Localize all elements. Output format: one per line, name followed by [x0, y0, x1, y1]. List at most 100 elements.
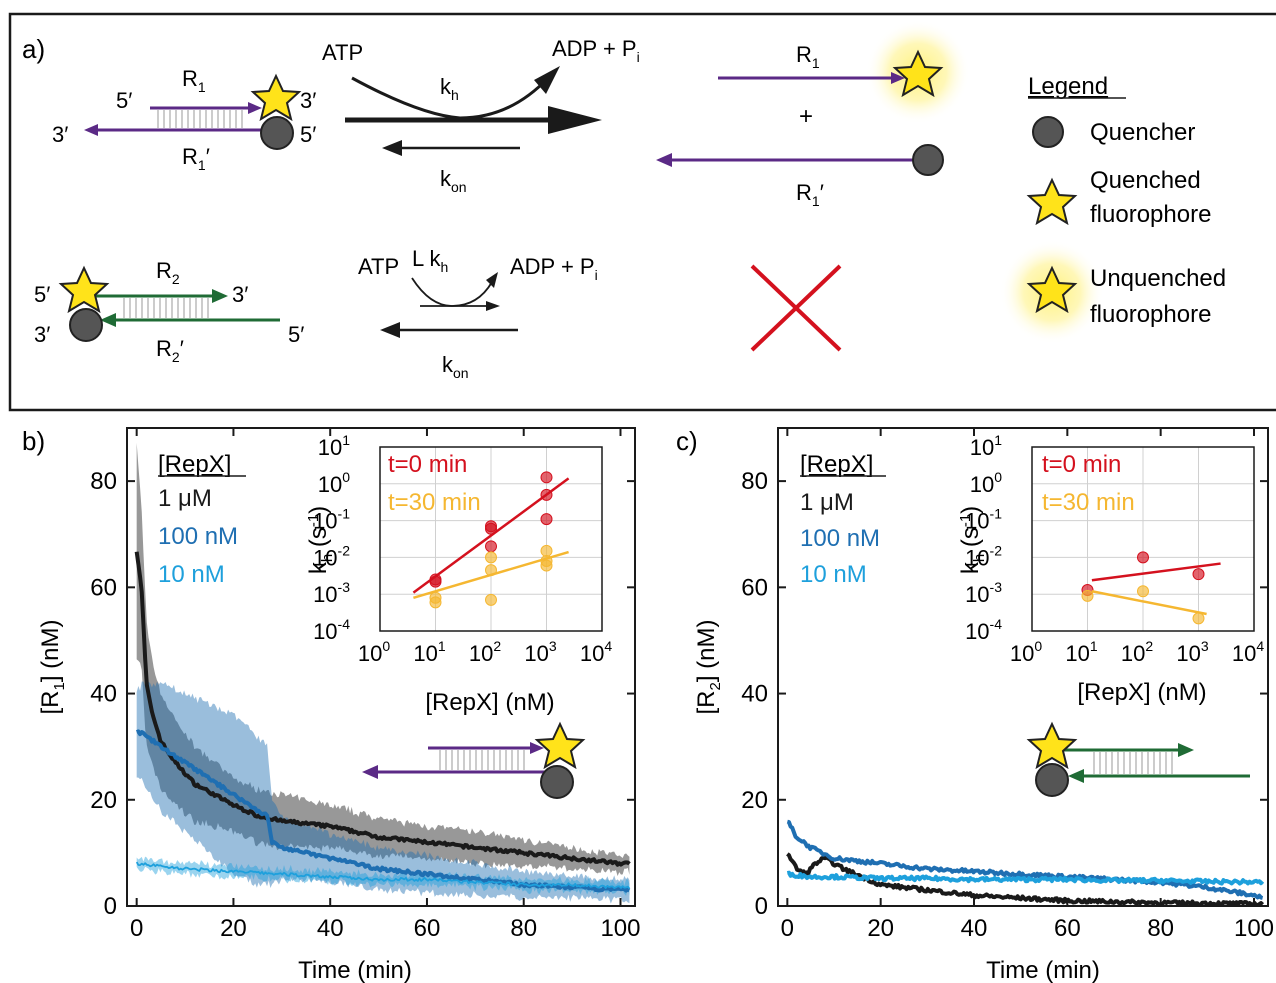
data-point — [1137, 585, 1149, 598]
legend-quencher: Quencher — [1090, 119, 1195, 146]
r1-label: R1 — [182, 66, 206, 95]
b-legend-10nm: 10 nM — [158, 561, 225, 588]
x-tick-label: 40 — [961, 915, 988, 942]
adp-label-2: ADP + Pi — [510, 254, 598, 283]
r1p-label: R1′ — [182, 144, 210, 173]
quencher-icon — [912, 144, 944, 176]
r1-3prime: 3′ — [300, 88, 316, 113]
duplex-r1 — [84, 73, 302, 150]
y-tick-label: 10-2 — [313, 542, 350, 570]
c-inset-legend-t30: t=30 min — [1042, 489, 1135, 516]
y-tick-label: 60 — [741, 574, 768, 601]
plot-c-frame — [777, 427, 1269, 907]
star-icon — [534, 721, 586, 770]
panel-b-label: b) — [22, 426, 45, 456]
series-line — [786, 870, 1265, 886]
y-tick-label: 80 — [741, 468, 768, 495]
b-legend-1um: 1 μM — [158, 485, 212, 512]
y-tick-label: 40 — [90, 681, 117, 708]
c-inset-ylabel: kh (s-1) — [957, 506, 988, 574]
inset-frame — [1031, 446, 1255, 632]
y-tick-label: 20 — [741, 787, 768, 814]
x-tick-label: 60 — [1054, 915, 1081, 942]
legend-unquenched-1: Unquenched — [1090, 265, 1226, 292]
ticks-b: 0 20 40 60 80 100 0 20 40 60 80 — [90, 428, 641, 942]
b-inset-xlabel: [RepX] (nM) — [425, 689, 554, 716]
fit-line — [1091, 562, 1221, 582]
y-tick-label: 10-4 — [313, 616, 350, 644]
star-icon — [1026, 721, 1078, 770]
c-legend-10nm: 10 nM — [800, 561, 867, 588]
b-inset-legend-t0: t=0 min — [388, 451, 467, 478]
reaction-arrows-r1 — [345, 66, 602, 156]
data-point — [540, 513, 553, 526]
x-tick-label: 40 — [317, 915, 344, 942]
quencher-icon — [260, 116, 294, 150]
b-legend-100nm: 100 nM — [158, 523, 238, 550]
x-tick-label: 0 — [781, 915, 794, 942]
x-tick-label: 103 — [1176, 638, 1208, 666]
data-point — [1137, 551, 1149, 564]
quencher-icon — [69, 308, 103, 342]
data-point — [485, 593, 497, 606]
r2p-3prime: 3′ — [34, 322, 50, 347]
legend-box: Legend Quencher Quenched fluorophore Unq… — [1000, 73, 1226, 344]
lines-b — [134, 551, 631, 893]
r1p-3prime: 3′ — [52, 122, 68, 147]
b-legend-title: [RepX] — [158, 451, 231, 478]
r1-5prime: 5′ — [116, 88, 132, 113]
panel-c-label: c) — [676, 426, 698, 456]
quencher-icon — [540, 765, 574, 799]
x-tick-label: 104 — [580, 638, 612, 666]
reaction-arrows-r2 — [380, 272, 518, 338]
adp-label: ADP + Pi — [552, 36, 640, 65]
legend-title: Legend — [1028, 73, 1108, 100]
y-tick-label: 100 — [970, 469, 1002, 497]
c-xlabel: Time (min) — [986, 957, 1100, 983]
panel-a-label: a) — [22, 34, 45, 64]
x-tick-label: 100 — [358, 638, 390, 666]
x-tick-label: 101 — [1065, 638, 1097, 666]
data-point — [485, 564, 497, 577]
x-tick-label: 100 — [1234, 915, 1274, 942]
c-legend-100nm: 100 nM — [800, 525, 880, 552]
r2-label: R2 — [156, 258, 180, 287]
data-point — [485, 540, 497, 553]
x-tick-label: 20 — [220, 915, 247, 942]
c-ylabel: [R2] (nM) — [693, 619, 724, 714]
c-inset-xlabel: [RepX] (nM) — [1077, 679, 1206, 706]
x-tick-label: 104 — [1232, 638, 1264, 666]
x-tick-label: 60 — [414, 915, 441, 942]
data-point — [429, 591, 442, 604]
star-icon — [58, 265, 110, 314]
y-tick-label: 101 — [970, 432, 1002, 460]
products-r1 — [656, 20, 970, 176]
x-tick-label: 100 — [600, 915, 640, 942]
legend-quenched-2: fluorophore — [1090, 201, 1211, 228]
y-tick-label: 60 — [90, 574, 117, 601]
kon-label: kon — [440, 166, 467, 195]
data-point — [1192, 612, 1205, 625]
plot-b-frame — [126, 427, 636, 907]
y-tick-label: 100 — [318, 469, 350, 497]
b-xlabel: Time (min) — [298, 957, 412, 983]
x-tick-label: 0 — [130, 915, 143, 942]
star-icon — [892, 49, 944, 98]
plus-sign: + — [799, 103, 813, 130]
b-inset-legend-t30: t=30 min — [388, 489, 481, 516]
fit-line — [1091, 590, 1207, 616]
series-band — [136, 856, 630, 896]
data-point — [485, 522, 497, 535]
y-tick-label: 40 — [741, 681, 768, 708]
data-point — [540, 559, 553, 572]
quencher-icon — [1035, 763, 1069, 797]
series-line — [135, 729, 631, 893]
x-tick-label: 100 — [1010, 638, 1042, 666]
bands-b — [136, 442, 630, 904]
inset-frame — [379, 446, 603, 632]
y-tick-label: 80 — [90, 468, 117, 495]
product-r1p-label: R1′ — [796, 180, 824, 209]
series-line — [786, 819, 1264, 900]
data-point — [485, 551, 497, 564]
